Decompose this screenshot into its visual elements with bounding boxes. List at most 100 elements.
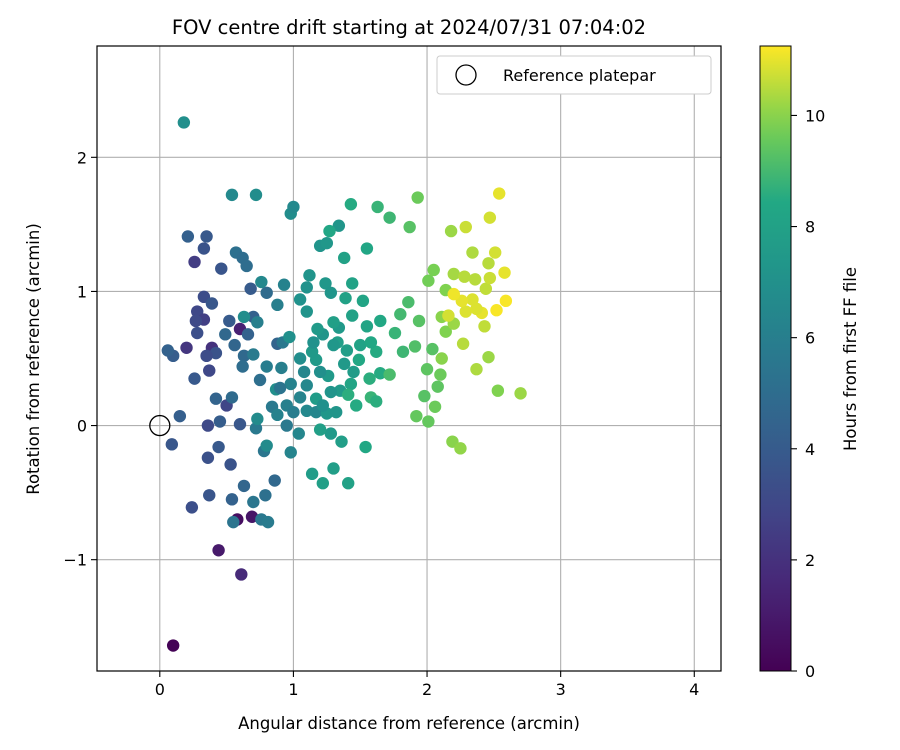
data-point xyxy=(346,309,359,322)
colorbar-tick-label: 2 xyxy=(805,551,815,570)
data-point xyxy=(468,273,482,286)
data-point xyxy=(488,246,502,259)
data-point xyxy=(203,489,216,502)
data-point xyxy=(189,314,203,328)
legend-marker-open-circle xyxy=(455,64,477,86)
data-point xyxy=(347,365,360,379)
data-point xyxy=(316,477,330,490)
data-point xyxy=(273,381,287,395)
data-point xyxy=(213,415,227,428)
data-point xyxy=(337,251,351,265)
data-point xyxy=(180,341,193,354)
data-point xyxy=(396,345,410,358)
data-point xyxy=(236,360,249,373)
data-point xyxy=(300,305,313,318)
data-point xyxy=(283,330,296,344)
data-point xyxy=(177,116,191,129)
data-point xyxy=(431,380,444,393)
data-point xyxy=(388,326,402,340)
y-tick-label: 2 xyxy=(77,148,87,167)
data-point xyxy=(483,271,497,285)
legend-box xyxy=(436,55,712,95)
data-point xyxy=(426,342,439,356)
data-point xyxy=(383,211,396,224)
data-point xyxy=(223,314,236,328)
data-point xyxy=(203,364,216,377)
data-point xyxy=(370,395,383,408)
x-axis-label: Angular distance from reference (arcmin) xyxy=(238,714,580,733)
data-point xyxy=(237,310,251,324)
data-point xyxy=(491,384,505,397)
data-point xyxy=(459,305,472,318)
data-point xyxy=(253,373,267,387)
data-point xyxy=(205,297,219,310)
data-point xyxy=(255,275,268,289)
legend: Reference platepar xyxy=(436,55,712,95)
data-point xyxy=(350,399,363,412)
data-point xyxy=(356,294,370,308)
x-tick-label: 0 xyxy=(155,680,165,699)
x-tick-label: 2 xyxy=(422,680,432,699)
data-point xyxy=(225,188,239,202)
data-point xyxy=(442,309,455,322)
data-point xyxy=(439,325,452,338)
data-point xyxy=(188,372,201,385)
data-point xyxy=(260,360,273,373)
data-point xyxy=(339,291,352,305)
data-point xyxy=(499,294,513,308)
data-point xyxy=(271,298,284,312)
data-point xyxy=(161,344,175,357)
data-point xyxy=(197,242,211,255)
data-point xyxy=(233,418,247,431)
data-point xyxy=(402,295,415,309)
legend-label: Reference platepar xyxy=(503,66,656,85)
data-point xyxy=(287,200,300,214)
data-point xyxy=(324,385,338,399)
data-point xyxy=(224,458,237,471)
x-axis-ticks: 0 1 2 3 4 xyxy=(155,671,699,699)
data-point xyxy=(225,391,239,404)
data-point xyxy=(287,405,300,419)
reference-marker xyxy=(149,414,171,437)
data-point xyxy=(335,435,348,448)
data-point xyxy=(374,314,387,328)
data-point xyxy=(360,320,374,333)
data-point xyxy=(352,353,366,367)
data-point xyxy=(261,515,275,529)
data-point xyxy=(297,365,311,379)
data-point xyxy=(212,440,225,454)
data-point xyxy=(403,220,416,234)
data-point xyxy=(284,446,297,459)
data-point xyxy=(370,345,383,358)
data-point xyxy=(292,427,305,440)
data-point xyxy=(219,328,232,341)
x-tick-label: 3 xyxy=(556,680,566,699)
data-point xyxy=(165,438,179,451)
data-point xyxy=(359,440,372,454)
data-point xyxy=(320,236,334,250)
y-axis-ticks: −1 0 1 2 xyxy=(63,148,97,570)
data-point xyxy=(237,479,251,493)
data-point xyxy=(251,412,264,426)
data-point xyxy=(459,220,472,234)
data-point xyxy=(435,352,448,365)
data-point xyxy=(479,282,493,295)
colorbar-tick-label: 10 xyxy=(805,106,825,125)
data-point xyxy=(327,462,340,475)
data-point xyxy=(293,293,307,306)
grid-lines xyxy=(97,46,721,671)
data-point xyxy=(498,266,511,279)
data-point xyxy=(185,501,199,514)
data-point xyxy=(188,255,201,269)
data-point xyxy=(428,400,442,413)
data-point xyxy=(470,302,483,316)
data-point xyxy=(346,277,359,290)
data-point xyxy=(422,415,435,428)
data-point xyxy=(492,187,506,200)
data-point xyxy=(490,304,503,317)
data-point xyxy=(313,423,327,436)
data-point xyxy=(478,320,491,333)
data-point xyxy=(181,230,195,243)
data-point xyxy=(247,495,260,509)
